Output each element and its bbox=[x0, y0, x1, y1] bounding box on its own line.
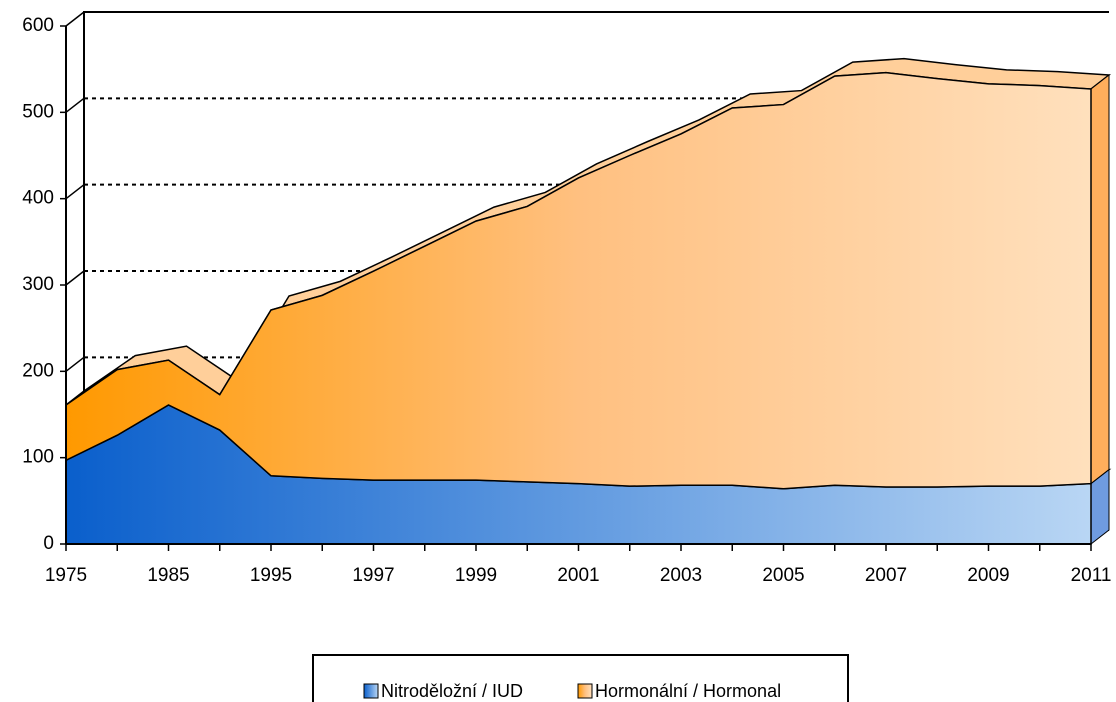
x-tick-label: 2007 bbox=[865, 565, 907, 586]
legend-label: Hormonální / Hormonal bbox=[595, 681, 781, 701]
legend-label: Nitroděložní / IUD bbox=[381, 681, 523, 701]
x-tick-label: 2001 bbox=[557, 565, 599, 586]
legend-swatch bbox=[363, 683, 379, 699]
grid-line bbox=[65, 270, 85, 286]
y-tick-label: 200 bbox=[22, 360, 54, 381]
x-tick-label: 2003 bbox=[660, 565, 702, 586]
x-tick-label: 1995 bbox=[250, 565, 292, 586]
x-tick-label: 2005 bbox=[762, 565, 804, 586]
grid-line bbox=[65, 184, 85, 200]
y-tick-label: 400 bbox=[22, 188, 54, 209]
legend-swatch bbox=[577, 683, 593, 699]
x-tick-label: 2011 bbox=[1071, 565, 1112, 586]
x-tick-label: 1999 bbox=[455, 565, 497, 586]
grid-line bbox=[65, 97, 85, 113]
x-tick-label: 1975 bbox=[45, 565, 87, 586]
x-tick-label: 1997 bbox=[352, 565, 394, 586]
y-tick-label: 600 bbox=[22, 15, 54, 36]
x-tick-label: 1985 bbox=[147, 565, 189, 586]
y-tick-label: 0 bbox=[43, 533, 54, 554]
y-tick-label: 300 bbox=[22, 274, 54, 295]
grid-line bbox=[65, 356, 85, 372]
grid-line bbox=[65, 11, 85, 27]
area-side bbox=[1090, 74, 1110, 485]
y-tick-label: 100 bbox=[22, 447, 54, 468]
y-tick-label: 500 bbox=[22, 101, 54, 122]
area bbox=[65, 71, 1092, 490]
x-tick-label: 2009 bbox=[967, 565, 1009, 586]
